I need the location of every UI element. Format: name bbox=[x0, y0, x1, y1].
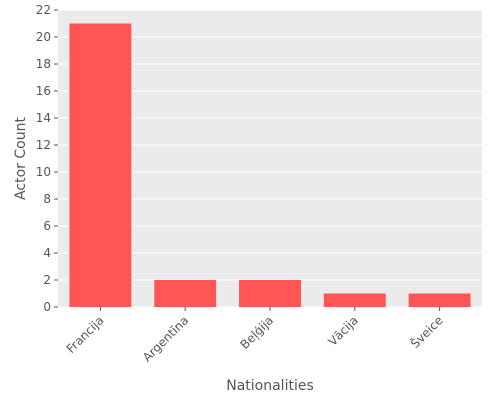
bar-1 bbox=[154, 280, 217, 307]
bar-3 bbox=[323, 293, 386, 307]
x-tick-label: Šveice bbox=[407, 313, 445, 351]
y-axis-ticks: 0 2 4 6 8 10 12 14 16 18 20 22 bbox=[36, 3, 58, 314]
y-tick-label: 8 bbox=[43, 192, 51, 206]
x-tick-label: Argentīna bbox=[140, 313, 191, 364]
bar-4 bbox=[408, 293, 471, 307]
x-tick-label: Vācija bbox=[325, 313, 360, 348]
y-tick-label: 10 bbox=[36, 165, 51, 179]
x-axis-ticks: Francija Argentīna Beļģija Vācija Šveice bbox=[64, 307, 446, 365]
y-tick-label: 12 bbox=[36, 138, 51, 152]
y-axis-title: Actor Count bbox=[13, 117, 29, 200]
bar-0 bbox=[69, 23, 132, 307]
y-tick-label: 6 bbox=[43, 219, 51, 233]
bar-2 bbox=[239, 280, 301, 307]
y-tick-label: 22 bbox=[36, 3, 51, 17]
x-tick-label: Beļģija bbox=[238, 313, 277, 352]
x-tick-label: Francija bbox=[64, 313, 107, 356]
x-axis-title: Nationalities bbox=[226, 378, 314, 394]
y-tick-label: 18 bbox=[36, 57, 51, 71]
y-tick-label: 0 bbox=[43, 300, 51, 314]
y-tick-label: 20 bbox=[36, 30, 51, 44]
y-tick-label: 4 bbox=[43, 246, 51, 260]
y-tick-label: 14 bbox=[36, 111, 51, 125]
y-tick-label: 16 bbox=[36, 84, 51, 98]
bars bbox=[69, 23, 471, 307]
y-tick-label: 2 bbox=[43, 273, 51, 287]
